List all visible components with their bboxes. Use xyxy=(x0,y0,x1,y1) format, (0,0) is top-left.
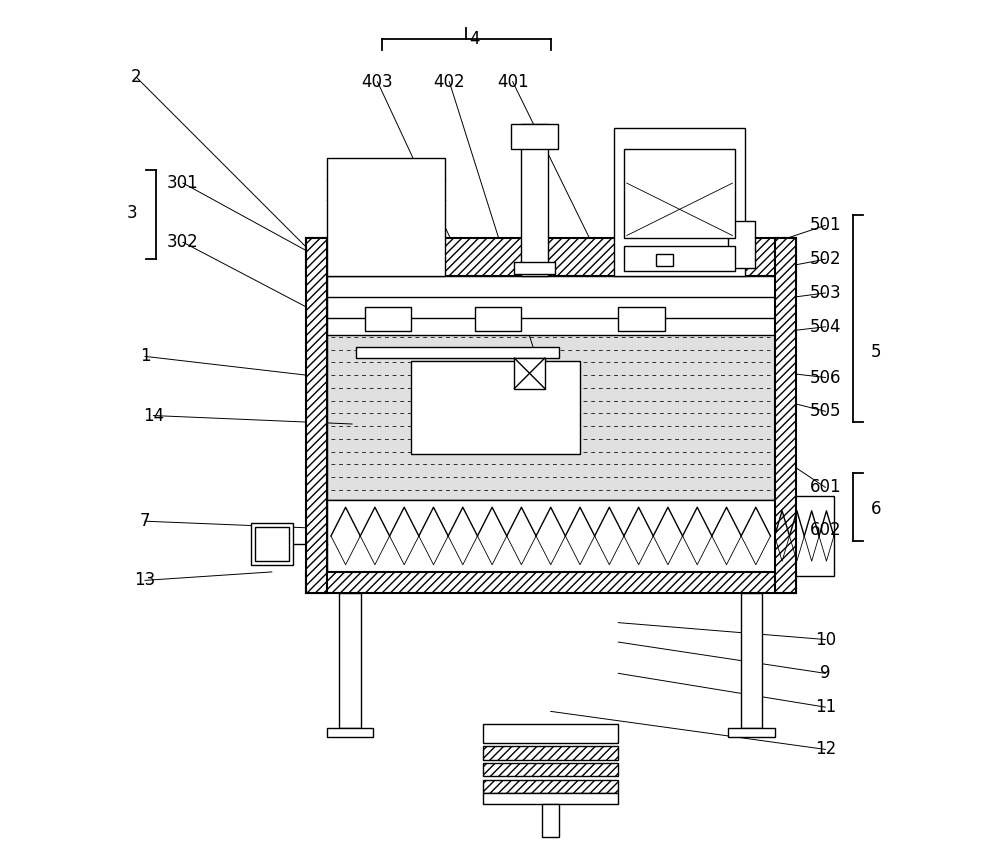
Text: 14: 14 xyxy=(143,406,164,425)
Text: 5: 5 xyxy=(871,343,881,361)
Bar xyxy=(356,347,559,358)
Bar xyxy=(775,496,834,576)
Text: 505: 505 xyxy=(810,402,841,421)
Bar xyxy=(483,794,618,804)
Text: 501: 501 xyxy=(810,216,841,234)
Text: 301: 301 xyxy=(167,174,199,192)
Bar xyxy=(741,593,762,728)
Text: 602: 602 xyxy=(810,521,841,538)
Bar xyxy=(728,728,775,737)
Bar xyxy=(624,149,735,238)
Bar xyxy=(656,254,673,266)
Text: 403: 403 xyxy=(362,73,393,91)
Bar xyxy=(728,221,755,268)
Text: 504: 504 xyxy=(810,318,841,336)
Text: 12: 12 xyxy=(815,740,836,758)
Bar xyxy=(306,572,796,593)
Text: 13: 13 xyxy=(134,572,156,589)
Bar xyxy=(614,128,745,276)
Bar xyxy=(542,804,559,837)
Bar xyxy=(521,124,548,276)
Bar xyxy=(483,780,618,794)
Bar xyxy=(514,262,555,275)
Bar xyxy=(775,238,796,593)
Bar xyxy=(327,158,445,276)
Bar xyxy=(327,500,775,572)
Bar xyxy=(624,246,735,271)
Bar xyxy=(618,307,665,331)
Text: 11: 11 xyxy=(815,698,836,717)
Bar xyxy=(483,724,618,743)
Bar xyxy=(306,238,327,593)
Text: 3: 3 xyxy=(127,204,138,221)
Bar xyxy=(327,314,775,500)
Bar xyxy=(514,358,545,388)
Text: 1: 1 xyxy=(140,348,150,365)
Bar xyxy=(327,276,775,335)
Text: 503: 503 xyxy=(810,284,841,302)
Bar xyxy=(475,307,521,331)
Text: 402: 402 xyxy=(433,73,465,91)
Bar xyxy=(483,763,618,777)
Text: 2: 2 xyxy=(131,69,142,86)
Bar xyxy=(255,527,289,561)
Bar xyxy=(306,238,796,276)
Text: 4: 4 xyxy=(469,31,480,48)
Text: 10: 10 xyxy=(815,631,836,649)
Text: 502: 502 xyxy=(810,250,841,268)
Text: 7: 7 xyxy=(140,512,150,530)
Bar xyxy=(327,728,373,737)
Text: 6: 6 xyxy=(871,499,881,517)
Bar xyxy=(339,593,361,728)
Text: 302: 302 xyxy=(167,233,199,251)
Text: 401: 401 xyxy=(497,73,528,91)
Bar xyxy=(511,124,558,149)
Bar xyxy=(411,360,580,454)
Text: 9: 9 xyxy=(820,664,831,683)
Bar xyxy=(251,523,293,565)
Text: 506: 506 xyxy=(810,369,841,387)
Bar xyxy=(365,307,411,331)
Text: 601: 601 xyxy=(810,478,841,496)
Bar xyxy=(483,746,618,760)
